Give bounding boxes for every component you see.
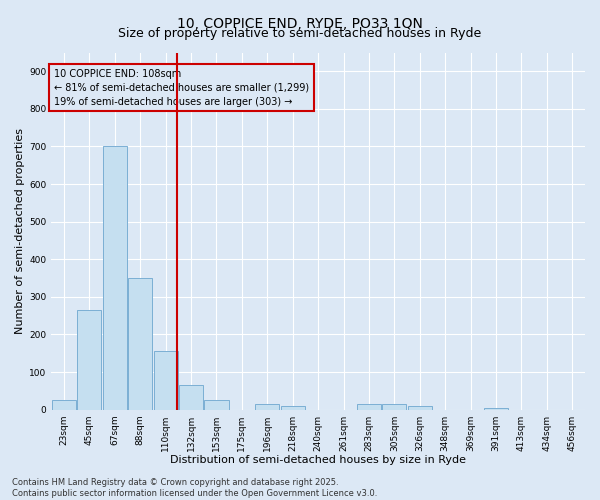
Bar [179,385,203,409]
Bar [52,400,76,409]
Bar [357,404,381,409]
Bar [77,310,101,410]
Text: 10, COPPICE END, RYDE, PO33 1QN: 10, COPPICE END, RYDE, PO33 1QN [177,18,423,32]
Bar [408,406,432,409]
Bar [484,408,508,410]
Bar [382,404,406,409]
Bar [281,406,305,409]
X-axis label: Distribution of semi-detached houses by size in Ryde: Distribution of semi-detached houses by … [170,455,466,465]
Y-axis label: Number of semi-detached properties: Number of semi-detached properties [15,128,25,334]
Text: 10 COPPICE END: 108sqm
← 81% of semi-detached houses are smaller (1,299)
19% of : 10 COPPICE END: 108sqm ← 81% of semi-det… [54,68,309,106]
Bar [154,352,178,410]
Bar [255,404,280,409]
Bar [103,146,127,410]
Bar [128,278,152,409]
Text: Size of property relative to semi-detached houses in Ryde: Size of property relative to semi-detach… [118,28,482,40]
Bar [205,400,229,409]
Text: Contains HM Land Registry data © Crown copyright and database right 2025.
Contai: Contains HM Land Registry data © Crown c… [12,478,377,498]
